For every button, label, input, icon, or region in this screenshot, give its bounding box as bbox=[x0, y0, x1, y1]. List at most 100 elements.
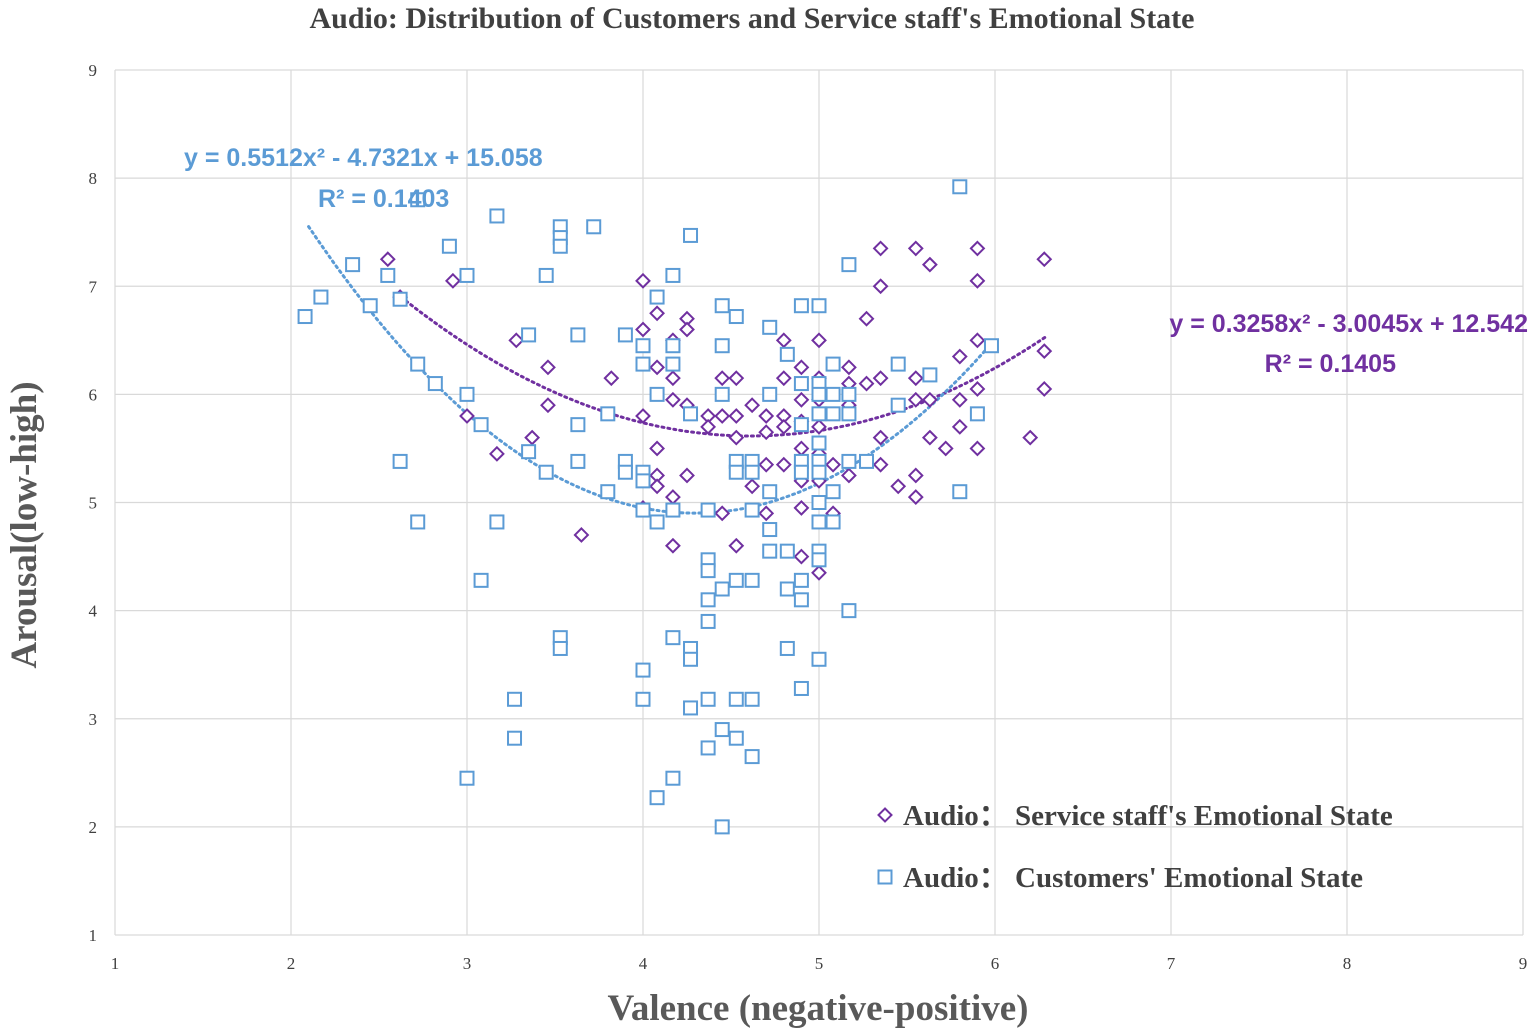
staff-point bbox=[793, 548, 810, 565]
staff-point bbox=[858, 375, 875, 392]
staff-point bbox=[775, 456, 792, 473]
staff-point bbox=[665, 370, 681, 387]
staff-point bbox=[969, 240, 986, 257]
customer-point bbox=[459, 770, 475, 786]
customer-point bbox=[313, 289, 329, 305]
customer-point bbox=[825, 484, 841, 500]
staff-point bbox=[775, 418, 792, 435]
customer-point bbox=[714, 819, 730, 835]
customer-point bbox=[665, 630, 681, 646]
staff-point bbox=[907, 489, 924, 506]
staff-point bbox=[728, 370, 745, 387]
customer-point bbox=[714, 298, 730, 314]
customer-point bbox=[811, 298, 827, 314]
staff-point bbox=[872, 429, 889, 446]
staff-point bbox=[969, 381, 986, 397]
customer-point bbox=[793, 417, 809, 433]
customer-point bbox=[811, 552, 827, 568]
customer-point bbox=[700, 563, 716, 579]
staff-point bbox=[793, 359, 810, 376]
staff-point bbox=[524, 429, 541, 446]
customer-point bbox=[635, 662, 651, 678]
customer-point bbox=[714, 581, 730, 597]
customer-point bbox=[600, 484, 616, 500]
customer-point bbox=[811, 464, 827, 480]
staff-point bbox=[758, 505, 775, 522]
staff-point bbox=[811, 418, 827, 435]
x-tick-label: 3 bbox=[463, 954, 472, 973]
customer-point bbox=[793, 592, 809, 608]
staff-point bbox=[635, 321, 651, 338]
customer-point bbox=[841, 406, 857, 422]
customer-point bbox=[459, 267, 475, 283]
customer-point bbox=[728, 309, 744, 325]
x-tick-label: 6 bbox=[991, 954, 1000, 973]
staff-point bbox=[872, 370, 889, 387]
customer-point bbox=[635, 356, 651, 372]
staff-trend-equation: y = 0.3258x² - 3.0045x + 12.542 bbox=[1169, 310, 1528, 338]
staff-point bbox=[758, 456, 775, 473]
customer-points bbox=[297, 179, 999, 835]
y-tick-label: 2 bbox=[89, 818, 98, 837]
customer-point bbox=[473, 572, 489, 588]
y-tick-label: 7 bbox=[89, 277, 98, 296]
customer-point bbox=[714, 386, 730, 402]
customer-point bbox=[521, 444, 537, 460]
customer-point bbox=[728, 691, 744, 707]
staff-point bbox=[937, 440, 954, 457]
customer-point bbox=[665, 502, 681, 518]
customer-point bbox=[683, 227, 699, 243]
customer-point bbox=[714, 722, 730, 738]
customer-point bbox=[793, 376, 809, 392]
customer-point bbox=[410, 192, 426, 208]
staff-point bbox=[744, 478, 761, 495]
staff-point bbox=[907, 240, 924, 257]
staff-point bbox=[1036, 251, 1053, 268]
customer-point bbox=[744, 464, 760, 480]
x-tick-label: 7 bbox=[1167, 954, 1176, 973]
staff-point bbox=[775, 332, 792, 349]
staff-point bbox=[872, 278, 889, 295]
staff-point bbox=[714, 505, 731, 522]
customer-point bbox=[600, 406, 616, 422]
customer-point bbox=[570, 327, 586, 343]
staff-point bbox=[1022, 429, 1039, 446]
customer-point bbox=[665, 267, 681, 283]
staff-point bbox=[635, 408, 651, 424]
customer-point bbox=[952, 179, 968, 195]
x-tick-label: 2 bbox=[287, 954, 296, 973]
customer-point bbox=[683, 651, 699, 667]
customer-point bbox=[811, 495, 827, 510]
x-tick-label: 1 bbox=[111, 954, 120, 973]
customer-point bbox=[762, 319, 778, 335]
customer-point bbox=[825, 514, 841, 530]
y-tick-label: 9 bbox=[89, 61, 98, 80]
staff-point bbox=[951, 348, 968, 365]
customer-point bbox=[617, 464, 633, 480]
customer-point bbox=[762, 386, 778, 402]
customer-point bbox=[779, 346, 795, 362]
customer-point bbox=[811, 386, 827, 402]
customer-point bbox=[811, 435, 827, 451]
staff-point bbox=[951, 391, 968, 408]
customer-point bbox=[793, 572, 809, 588]
staff-point bbox=[1036, 343, 1053, 360]
staff-trend-r2: R² = 0.1405 bbox=[1265, 350, 1396, 378]
customer-point bbox=[507, 691, 523, 707]
staff-point bbox=[841, 467, 857, 484]
staff-point bbox=[649, 440, 665, 457]
customer-point bbox=[728, 572, 744, 588]
staff-point bbox=[758, 408, 775, 424]
customer-point bbox=[635, 502, 651, 518]
y-tick-label: 4 bbox=[89, 602, 98, 621]
staff-point bbox=[775, 370, 792, 387]
staff-point bbox=[728, 537, 745, 554]
staff-point bbox=[811, 564, 827, 581]
staff-point bbox=[758, 424, 775, 441]
customer-point bbox=[392, 291, 408, 307]
customer-point bbox=[459, 386, 475, 402]
customer-point bbox=[665, 356, 681, 372]
customer-point bbox=[441, 238, 457, 254]
customer-point bbox=[841, 453, 857, 469]
